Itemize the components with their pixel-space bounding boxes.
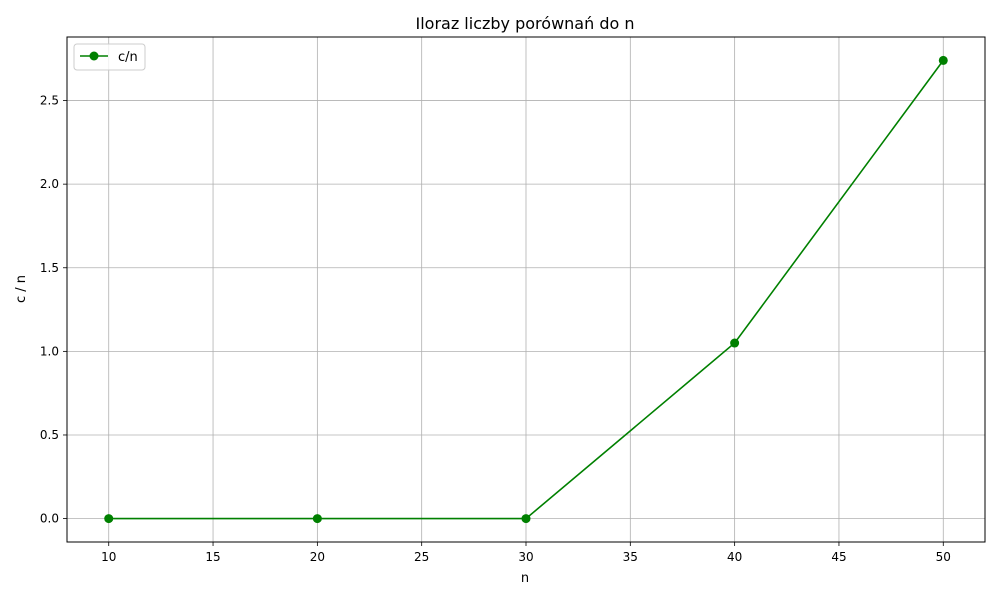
x-tick-label: 20: [310, 550, 325, 564]
x-tick-label: 15: [205, 550, 220, 564]
x-tick-label: 50: [936, 550, 951, 564]
data-point: [730, 338, 740, 348]
x-tick-label: 45: [831, 550, 846, 564]
ticks: 10 15 20 25 30 35 40 45 50 0.0 0.5 1.0 1.5 2.0 2.5: [40, 94, 951, 564]
x-tick-label: 35: [623, 550, 638, 564]
x-axis-label: n: [521, 571, 529, 586]
x-tick-label: 10: [101, 550, 116, 564]
grid: [67, 37, 985, 542]
legend-box: [73, 43, 146, 71]
x-tick-label: 25: [414, 550, 429, 564]
y-tick-label: 1.5: [40, 261, 59, 275]
data-point: [104, 514, 114, 524]
data-point: [312, 514, 322, 524]
legend-entry-label: c/n: [118, 50, 138, 65]
y-axis-label: c / n: [14, 275, 29, 303]
data-point: [521, 514, 531, 524]
y-tick-label: 2.0: [40, 177, 59, 191]
y-tick-label: 0.5: [40, 428, 59, 442]
legend-marker-swatch: [89, 51, 99, 61]
y-tick-label: 0.0: [40, 512, 59, 526]
y-tick-label: 2.5: [40, 94, 59, 108]
series-layer: [104, 55, 948, 524]
data-point: [938, 55, 948, 65]
chart-title: Iloraz liczby porównań do n: [415, 14, 634, 33]
x-tick-label: 30: [518, 550, 533, 564]
legend: c/n: [73, 43, 146, 71]
y-tick-label: 1.0: [40, 344, 59, 358]
x-tick-label: 40: [727, 550, 742, 564]
